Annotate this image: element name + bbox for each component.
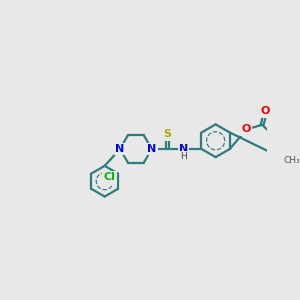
Text: N: N [147,144,156,154]
Text: N: N [179,144,188,154]
Text: O: O [261,106,270,116]
Text: O: O [242,124,251,134]
Text: CH₃: CH₃ [284,156,300,165]
Text: S: S [164,129,172,140]
Text: H: H [180,152,187,161]
Text: Cl: Cl [103,172,116,182]
Text: N: N [116,144,124,154]
